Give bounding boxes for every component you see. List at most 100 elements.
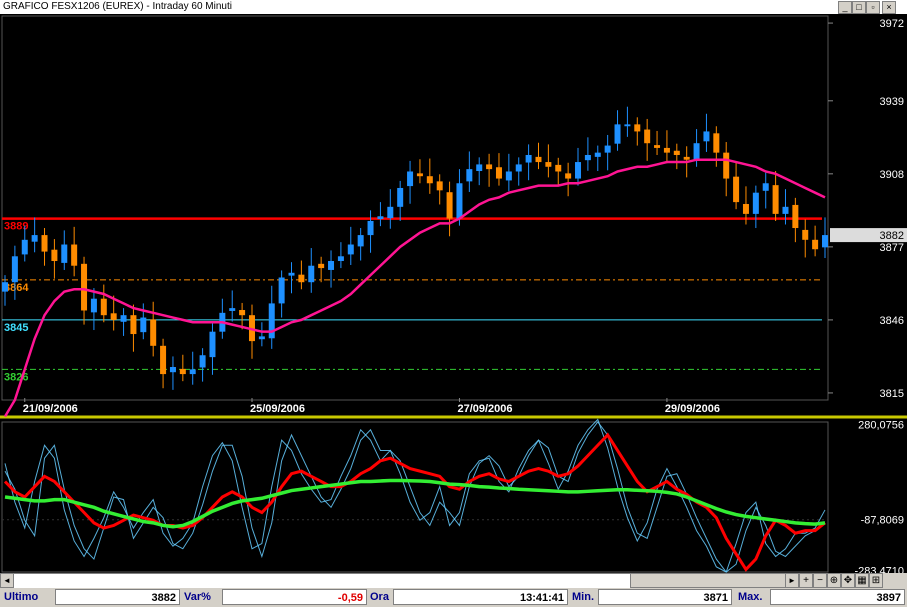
scroll-track[interactable] — [14, 573, 630, 588]
oscillator-axis-tick-label: 280,0756 — [858, 420, 904, 432]
ora-value: 13:41:41 — [393, 589, 568, 605]
candle-body — [416, 173, 423, 177]
candle-body — [466, 169, 473, 182]
oscillator-slow-line — [4, 478, 826, 529]
candle-body — [179, 368, 186, 375]
min-label: Min. — [572, 591, 594, 603]
candle-body — [733, 176, 740, 203]
candle-body — [812, 239, 819, 250]
candle-body — [130, 315, 137, 335]
candle-body — [426, 176, 433, 184]
candle-body — [347, 244, 354, 255]
candle-body — [61, 244, 68, 263]
ultimo-value: 3882 — [55, 589, 180, 605]
level-line-label: 3845 — [4, 322, 28, 334]
price-axis-tick-label: 3877 — [880, 242, 904, 254]
candle-body — [407, 171, 414, 187]
candle-body — [169, 367, 176, 373]
candle-body — [308, 265, 315, 283]
grid-icon[interactable]: ▦ — [855, 573, 869, 588]
candle-body — [209, 331, 216, 358]
candle-body — [575, 162, 582, 179]
candle-body — [822, 235, 828, 248]
level-line-label: 3889 — [4, 221, 28, 233]
var-value: -0,59 — [222, 589, 367, 605]
oscillator-fast-line — [3, 432, 826, 572]
candle-body — [752, 192, 759, 214]
chart-canvas[interactable]: 3972 3939 3908 3877 3846 3815 3882 21/09/2006 25… — [0, 14, 907, 574]
restore-button[interactable]: ▫ — [866, 1, 880, 14]
candle-body — [239, 310, 246, 316]
candle-body — [654, 145, 661, 148]
oscillator-axis-tick-label: -87,8069 — [861, 515, 904, 527]
candle-body — [367, 220, 374, 236]
chart-background — [0, 14, 907, 574]
candle-body — [110, 313, 117, 320]
candle-body — [515, 164, 522, 172]
candle-body — [446, 192, 453, 219]
candle-body — [535, 156, 542, 163]
candle-body — [268, 303, 275, 339]
candle-body — [565, 173, 572, 179]
scroll-right-arrow-icon[interactable]: ► — [785, 573, 799, 588]
price-axis-tick-label: 3846 — [880, 315, 904, 327]
candle-body — [11, 256, 18, 283]
candle-body — [644, 129, 651, 144]
scroll-thumb[interactable] — [630, 573, 796, 588]
window-title: GRAFICO FESX1206 (EUREX) - Intraday 60 M… — [3, 1, 232, 12]
horizontal-scrollbar[interactable]: ◄ ► + − ⊕ ✥ ▦ ⊞ — [0, 573, 907, 588]
candles-group — [2, 106, 828, 390]
candle-body — [495, 167, 502, 179]
candle-body — [377, 216, 384, 220]
table-icon[interactable]: ⊞ — [869, 573, 883, 588]
maximize-button[interactable]: □ — [852, 1, 866, 14]
price-panel-border — [1, 15, 829, 401]
oscillator-axis-tick-label: -283,4710 — [854, 565, 904, 574]
candle-body — [713, 133, 720, 153]
candle-body — [555, 164, 562, 172]
oscillator-panel-border — [1, 421, 829, 573]
candle-body — [723, 152, 730, 179]
candle-body — [71, 244, 78, 266]
candle-body — [693, 143, 700, 160]
candle-body — [31, 235, 38, 242]
candle-body — [100, 298, 107, 316]
candle-body — [298, 274, 305, 283]
candle-body — [160, 345, 167, 375]
candle-body — [782, 206, 789, 214]
oscillator-thin-line-a — [4, 418, 826, 573]
candle-body — [120, 315, 127, 322]
max-value: 3897 — [770, 589, 905, 605]
pan-icon[interactable]: ✥ — [841, 573, 855, 588]
candle-body — [357, 235, 364, 247]
price-axis-tick-label: 3939 — [880, 96, 904, 108]
candle-body — [328, 261, 335, 270]
candle-body — [278, 277, 285, 304]
minimize-button[interactable]: _ — [838, 1, 852, 14]
last-price-label: 3882 — [880, 230, 904, 242]
candle-body — [624, 124, 631, 127]
crosshair-icon[interactable]: ⊕ — [827, 573, 841, 588]
ora-label: Ora — [370, 591, 389, 603]
candle-body — [634, 124, 641, 132]
zoom-in-icon[interactable]: + — [799, 573, 813, 588]
time-axis-label: 29/09/2006 — [665, 403, 720, 415]
candle-body — [545, 162, 552, 167]
time-axis-label: 25/09/2006 — [250, 403, 305, 415]
price-axis-tick-label: 3908 — [880, 169, 904, 181]
scroll-left-arrow-icon[interactable]: ◄ — [0, 573, 14, 588]
last-price-box — [830, 228, 907, 243]
status-bar: Ultimo 3882 Var% -0,59 Ora 13:41:41 Min.… — [0, 588, 907, 607]
candle-body — [337, 256, 344, 262]
candle-body — [150, 319, 157, 346]
max-label: Max. — [738, 591, 763, 603]
candle-body — [742, 203, 749, 214]
close-button[interactable]: × — [882, 1, 896, 14]
title-bar: GRAFICO FESX1206 (EUREX) - Intraday 60 M… — [0, 0, 907, 15]
moving-average-line — [3, 158, 826, 418]
zoom-out-icon[interactable]: − — [813, 573, 827, 588]
candle-body — [397, 187, 404, 207]
candle-body — [90, 298, 97, 313]
candle-body — [614, 124, 621, 144]
time-axis-label: 21/09/2006 — [23, 403, 78, 415]
